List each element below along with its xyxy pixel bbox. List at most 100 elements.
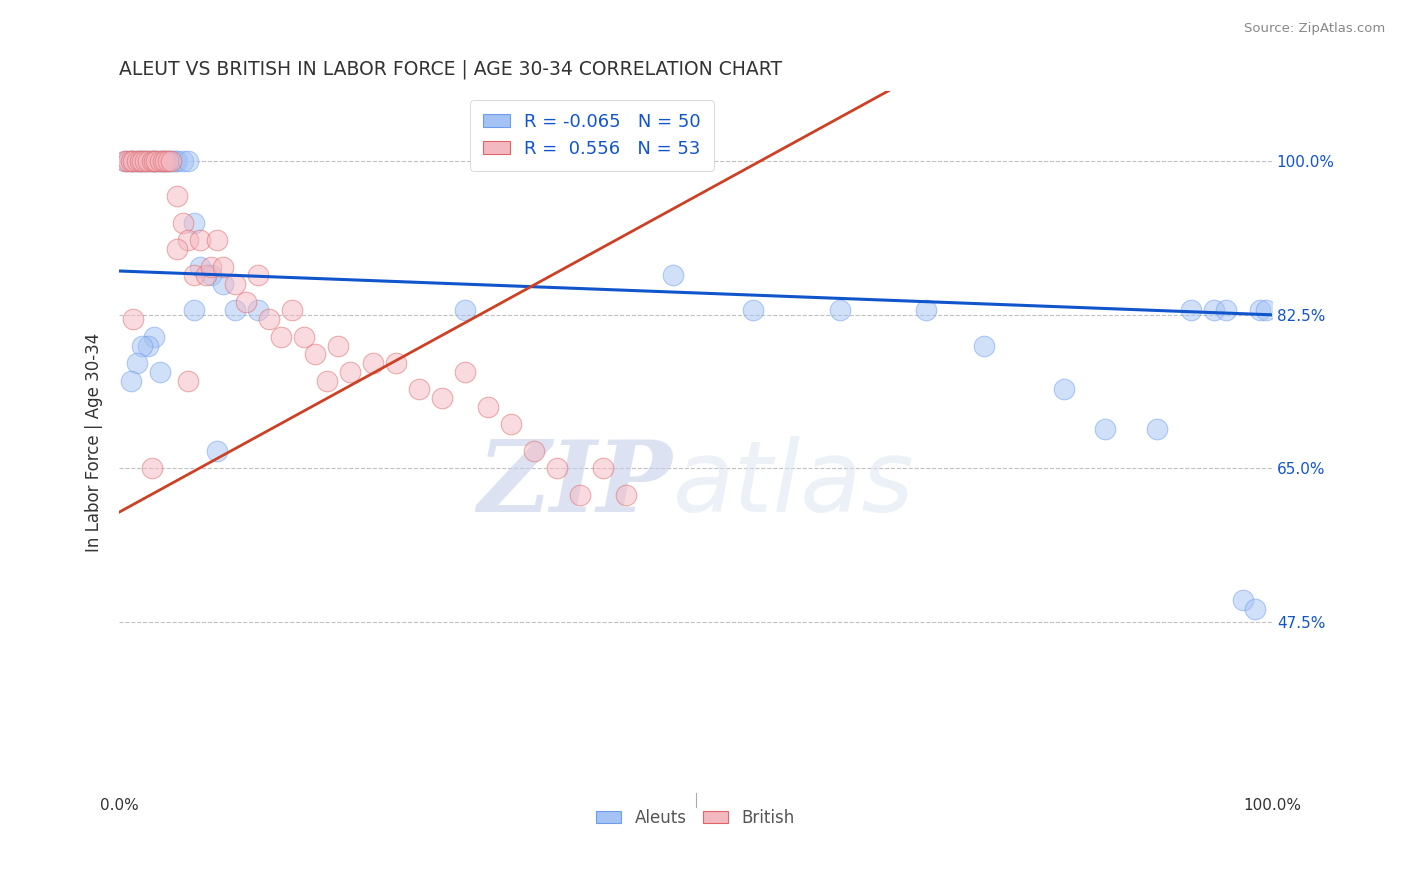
Aleuts [142,330,165,344]
British [149,154,172,169]
British [546,461,568,475]
British [477,400,499,414]
British [129,154,152,169]
British [246,268,269,283]
Aleuts [1256,303,1278,318]
British [160,154,183,169]
Aleuts [149,365,172,379]
Aleuts [1094,422,1116,436]
Aleuts [177,154,200,169]
British [212,260,235,274]
British [207,233,229,247]
Aleuts [454,303,477,318]
British [281,303,304,318]
Aleuts [163,154,186,169]
Aleuts [1232,592,1254,607]
Text: ALEUT VS BRITISH IN LABOR FORCE | AGE 30-34 CORRELATION CHART: ALEUT VS BRITISH IN LABOR FORCE | AGE 30… [120,60,782,79]
Y-axis label: In Labor Force | Age 30-34: In Labor Force | Age 30-34 [86,333,103,551]
Text: Source: ZipAtlas.com: Source: ZipAtlas.com [1244,22,1385,36]
British [454,365,477,379]
Aleuts [114,154,136,169]
British [122,312,145,326]
Aleuts [136,338,159,352]
Aleuts [149,154,172,169]
Aleuts [155,154,177,169]
Aleuts [136,154,159,169]
British [200,260,222,274]
Aleuts [661,268,683,283]
British [172,216,194,230]
British [270,330,292,344]
British [430,391,453,405]
Aleuts [1204,303,1226,318]
Aleuts [141,154,163,169]
British [125,154,148,169]
Legend: Aleuts, British: Aleuts, British [589,802,801,833]
British [155,154,177,169]
Aleuts [1053,382,1076,396]
British [408,382,430,396]
British [339,365,361,379]
British [224,277,246,292]
Aleuts [131,338,153,352]
British [166,189,188,203]
Aleuts [125,154,148,169]
British [569,487,592,501]
Aleuts [131,154,153,169]
British [235,294,257,309]
Aleuts [188,260,211,274]
British [183,268,205,283]
Aleuts [224,303,246,318]
British [117,154,139,169]
British [166,242,188,256]
British [257,312,280,326]
British [141,461,163,475]
British [616,487,638,501]
Aleuts [160,154,183,169]
British [523,443,546,458]
Aleuts [183,303,205,318]
Aleuts [207,443,229,458]
Aleuts [742,303,765,318]
British [141,154,163,169]
Aleuts [152,154,174,169]
Aleuts [915,303,938,318]
British [501,417,523,432]
Aleuts [156,154,179,169]
Aleuts [129,154,152,169]
Aleuts [125,356,148,370]
British [122,154,145,169]
British [194,268,217,283]
British [188,233,211,247]
Text: atlas: atlas [672,435,914,533]
Aleuts [134,154,156,169]
Aleuts [122,154,145,169]
Aleuts [120,374,142,388]
British [177,233,200,247]
British [114,154,136,169]
British [142,154,165,169]
Aleuts [246,303,269,318]
Aleuts [212,277,235,292]
Aleuts [142,154,165,169]
Text: ZIP: ZIP [478,436,672,533]
British [315,374,337,388]
Aleuts [120,154,142,169]
British [131,154,153,169]
Aleuts [1243,601,1265,615]
Aleuts [200,268,222,283]
British [134,154,156,169]
British [304,347,326,361]
Aleuts [183,216,205,230]
British [156,154,179,169]
British [328,338,350,352]
Aleuts [1146,422,1168,436]
British [361,356,384,370]
British [292,330,315,344]
British [592,461,614,475]
Aleuts [1180,303,1202,318]
British [385,356,408,370]
British [145,154,167,169]
Aleuts [1249,303,1271,318]
British [136,154,159,169]
